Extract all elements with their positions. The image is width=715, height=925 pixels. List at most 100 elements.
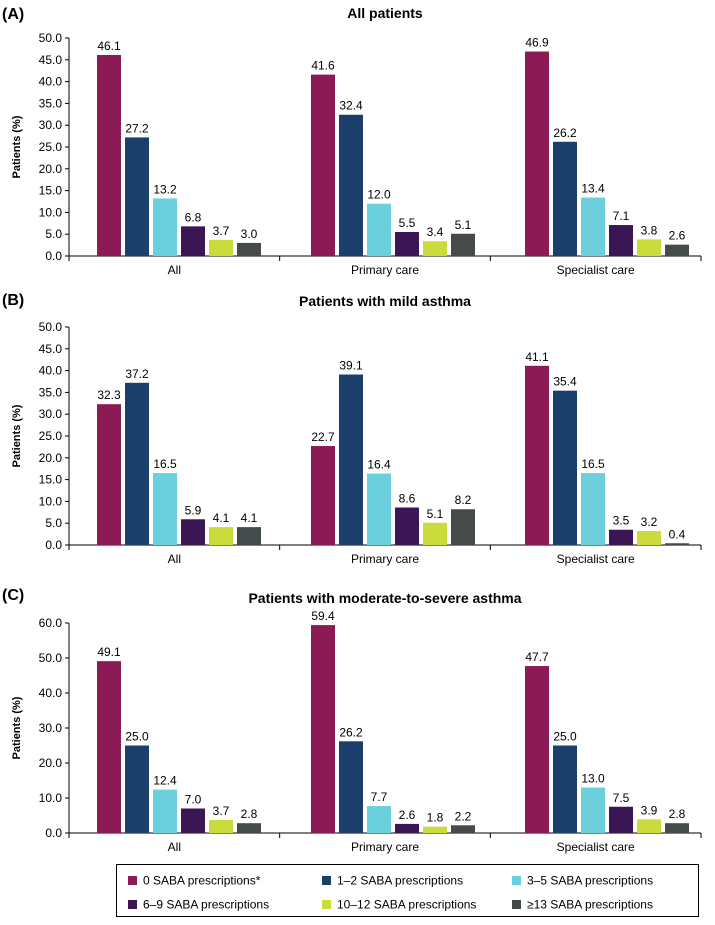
legend-swatch <box>512 876 521 885</box>
data-label: 2.2 <box>455 809 472 823</box>
y-axis-label: Patients (%) <box>11 404 23 467</box>
bar <box>581 197 605 256</box>
y-tick-label: 15.0 <box>39 184 63 198</box>
bar <box>451 825 475 833</box>
data-label: 3.2 <box>641 515 658 529</box>
y-tick-label: 0.0 <box>45 249 62 263</box>
bar <box>367 203 391 256</box>
bar <box>609 806 633 833</box>
bar <box>181 226 205 256</box>
bar <box>637 531 661 545</box>
y-tick-label: 30.0 <box>39 407 63 421</box>
bar <box>237 242 261 256</box>
bar <box>581 787 605 833</box>
bar <box>395 823 419 833</box>
x-tick-label: Specialist care <box>557 840 635 854</box>
data-label: 32.4 <box>339 99 363 113</box>
bar <box>125 745 149 833</box>
data-label: 3.9 <box>641 803 658 817</box>
bar <box>97 661 121 833</box>
data-label: 12.4 <box>153 774 177 788</box>
bar <box>209 820 233 833</box>
data-label: 46.9 <box>525 36 549 50</box>
panel-label: (B) <box>2 292 24 309</box>
legend-item: 0 SABA prescriptions* <box>128 874 261 888</box>
data-label: 4.1 <box>213 511 230 525</box>
chart-title: Patients with moderate-to-severe asthma <box>248 590 521 606</box>
data-label: 49.1 <box>97 645 121 659</box>
y-tick-label: 50.0 <box>39 651 63 665</box>
legend-item: ≥13 SABA prescriptions <box>512 898 653 912</box>
data-label: 26.2 <box>553 126 577 140</box>
data-label: 6.8 <box>185 210 202 224</box>
data-label: 7.1 <box>613 209 630 223</box>
bar <box>553 390 577 545</box>
x-tick-label: Specialist care <box>557 263 635 277</box>
data-label: 3.0 <box>241 227 258 241</box>
panel-label: (C) <box>2 587 24 604</box>
bar <box>553 141 577 256</box>
data-label: 13.4 <box>581 182 605 196</box>
bar <box>209 239 233 256</box>
data-label: 22.7 <box>311 430 335 444</box>
bar <box>339 741 363 833</box>
x-tick-label: Primary care <box>351 840 419 854</box>
y-tick-label: 50.0 <box>39 31 63 45</box>
bar <box>423 522 447 545</box>
y-tick-label: 20.0 <box>39 451 63 465</box>
legend-label: 1–2 SABA prescriptions <box>337 874 463 888</box>
legend-swatch <box>322 900 331 909</box>
y-axis-label: Patients (%) <box>11 115 23 178</box>
bar <box>525 51 549 257</box>
data-label: 26.2 <box>339 725 363 739</box>
legend-label: 10–12 SABA prescriptions <box>337 898 476 912</box>
bar <box>153 473 177 545</box>
data-label: 2.6 <box>669 229 686 243</box>
data-label: 4.1 <box>241 511 258 525</box>
legend: 0 SABA prescriptions* 1–2 SABA prescripti… <box>116 864 699 917</box>
bar <box>339 374 363 545</box>
data-label: 7.0 <box>185 793 202 807</box>
bar <box>637 819 661 833</box>
bar <box>451 509 475 545</box>
data-label: 3.4 <box>427 225 444 239</box>
y-tick-label: 10.0 <box>39 791 63 805</box>
bar <box>311 446 335 545</box>
y-tick-label: 10.0 <box>39 205 63 219</box>
chart-panel-2: (B) Patients with mild asthma Patients (%)… <box>2 292 702 566</box>
bar <box>209 527 233 545</box>
data-label: 2.8 <box>669 807 686 821</box>
y-tick-label: 5.0 <box>45 227 62 241</box>
data-label: 59.4 <box>311 609 335 623</box>
y-tick-label: 0.0 <box>45 538 62 552</box>
data-label: 25.0 <box>553 730 577 744</box>
legend-label: 0 SABA prescriptions* <box>143 874 261 888</box>
bar <box>525 365 549 545</box>
data-label: 16.4 <box>367 457 391 471</box>
bar <box>553 745 577 833</box>
data-label: 13.0 <box>581 772 605 786</box>
chart-panel-3: (C) Patients with moderate-to-severe asth… <box>2 587 702 854</box>
legend-item: 1–2 SABA prescriptions <box>322 874 463 888</box>
data-label: 16.5 <box>153 457 177 471</box>
legend-swatch <box>512 900 521 909</box>
bar <box>665 823 689 833</box>
x-tick-label: Specialist care <box>557 552 635 566</box>
bar <box>97 404 121 545</box>
data-label: 39.1 <box>339 359 363 373</box>
y-tick-label: 40.0 <box>39 364 63 378</box>
data-label: 7.5 <box>613 791 630 805</box>
data-label: 5.1 <box>455 218 472 232</box>
data-label: 12.0 <box>367 188 391 202</box>
bar <box>581 473 605 545</box>
data-label: 8.6 <box>399 492 416 506</box>
legend-swatch <box>322 876 331 885</box>
y-tick-label: 20.0 <box>39 756 63 770</box>
data-label: 8.2 <box>455 493 472 507</box>
bar <box>367 473 391 545</box>
y-tick-label: 45.0 <box>39 342 63 356</box>
y-tick-label: 5.0 <box>45 516 62 530</box>
data-label: 46.1 <box>97 39 121 53</box>
data-label: 5.5 <box>399 216 416 230</box>
